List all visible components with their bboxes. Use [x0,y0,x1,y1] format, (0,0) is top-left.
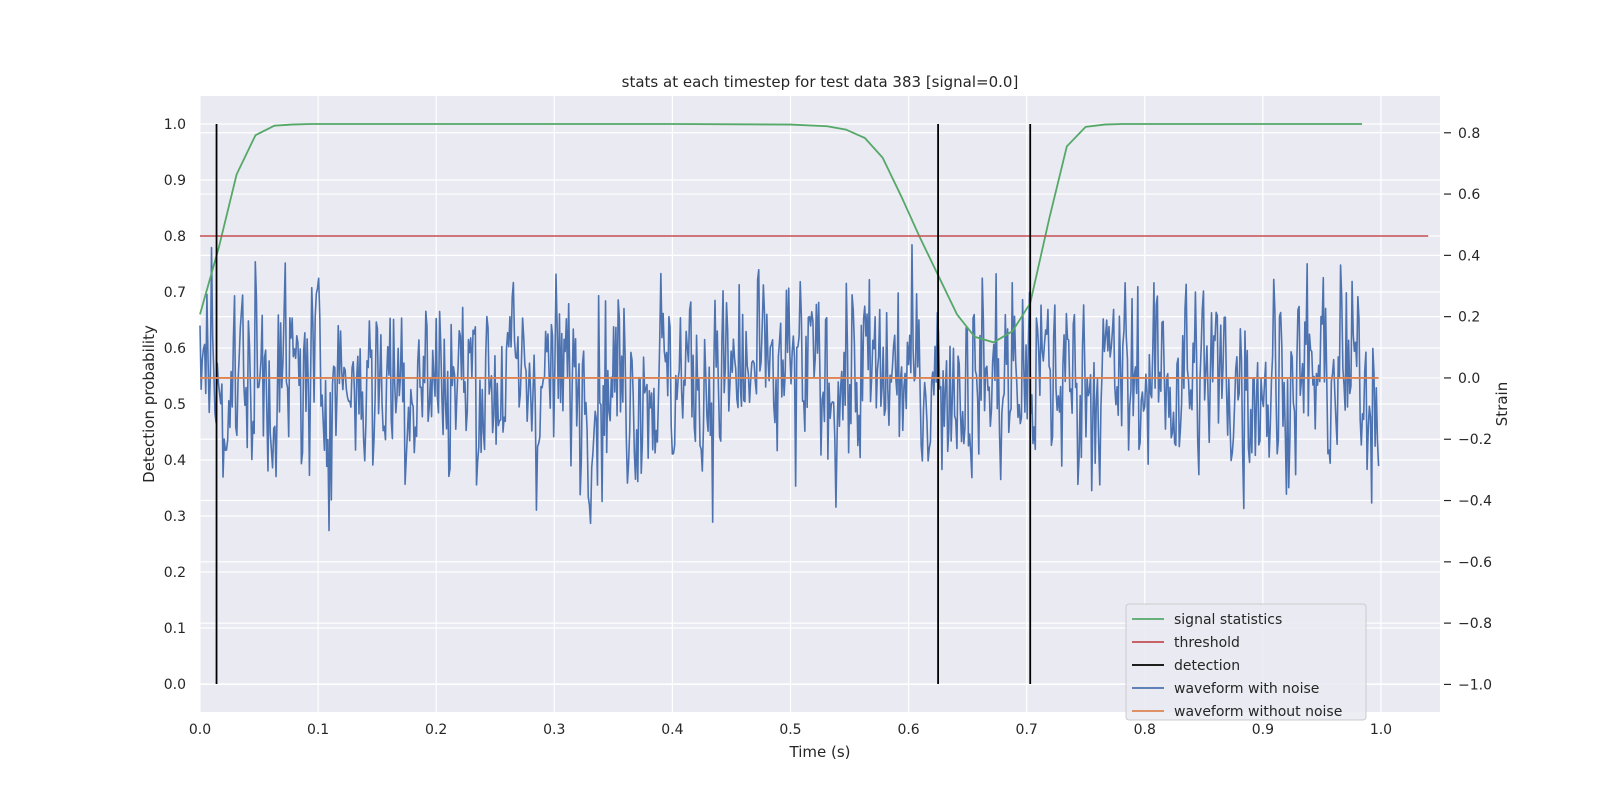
x-tick-label: 0.7 [1016,722,1038,738]
y2-tick-label: −1.0 [1458,677,1492,693]
x-tick-label: 0.8 [1134,722,1156,738]
x-tick-label: 0.3 [543,722,565,738]
y-tick-label: 0.7 [164,285,186,301]
y-tick-label: 0.1 [164,621,186,637]
left-axis-ticks: 0.0 0.1 0.2 0.3 0.4 0.5 0.6 0.7 0.8 0.9 1.0 [164,117,186,693]
y-tick-label: 0.2 [164,565,186,581]
legend: signal statistics threshold detection wavef… [1125,603,1367,721]
chart-title: stats at each timestep for test data 383… [622,73,1019,91]
y2-tick-label: 0.6 [1458,187,1480,203]
right-axis-ticks: −1.0 −0.8 −0.6 −0.4 −0.2 0.0 0.2 0.4 0.6 0.8 [1444,126,1492,693]
y2-tick-label: −0.4 [1458,494,1492,510]
series-layer [199,123,1429,684]
y-tick-label: 0.3 [164,509,186,525]
y-tick-label: 0.8 [164,229,186,245]
x-tick-label: 0.6 [897,722,919,738]
legend-label: threshold [1174,635,1240,651]
x-axis-ticks: 0.0 0.1 0.2 0.3 0.4 0.5 0.6 0.7 0.8 0.9 1.0 [189,722,1392,738]
x-tick-label: 0.5 [779,722,801,738]
y2-tick-label: 0.8 [1458,126,1480,142]
y-axis-label: Detection probability [140,325,158,483]
x-axis-label: Time (s) [789,743,851,761]
legend-box [1125,603,1367,721]
x-tick-label: 0.1 [307,722,329,738]
y2-tick-label: −0.2 [1458,432,1492,448]
y2-tick-label: −0.8 [1458,616,1492,632]
legend-label: signal statistics [1174,612,1282,628]
y2-axis-label: Strain [1493,382,1511,426]
x-tick-label: 0.4 [661,722,683,738]
y-tick-label: 0.0 [164,677,186,693]
y-tick-label: 0.5 [164,397,186,413]
x-tick-label: 1.0 [1370,722,1392,738]
x-tick-label: 0.9 [1252,722,1274,738]
legend-label: waveform with noise [1174,681,1319,697]
y2-tick-label: 0.4 [1458,248,1480,264]
y2-tick-label: −0.6 [1458,555,1492,571]
legend-label: detection [1174,658,1240,674]
y-tick-label: 1.0 [164,117,186,133]
x-tick-label: 0.0 [189,722,211,738]
y-tick-label: 0.6 [164,341,186,357]
y-tick-label: 0.4 [164,453,186,469]
series-waveform-with-noise [199,244,1380,532]
x-tick-label: 0.2 [425,722,447,738]
y-tick-label: 0.9 [164,173,186,189]
y2-tick-label: 0.0 [1458,371,1480,387]
y2-tick-label: 0.2 [1458,310,1480,326]
series-signal-statistics [199,123,1363,344]
legend-label: waveform without noise [1174,704,1342,720]
